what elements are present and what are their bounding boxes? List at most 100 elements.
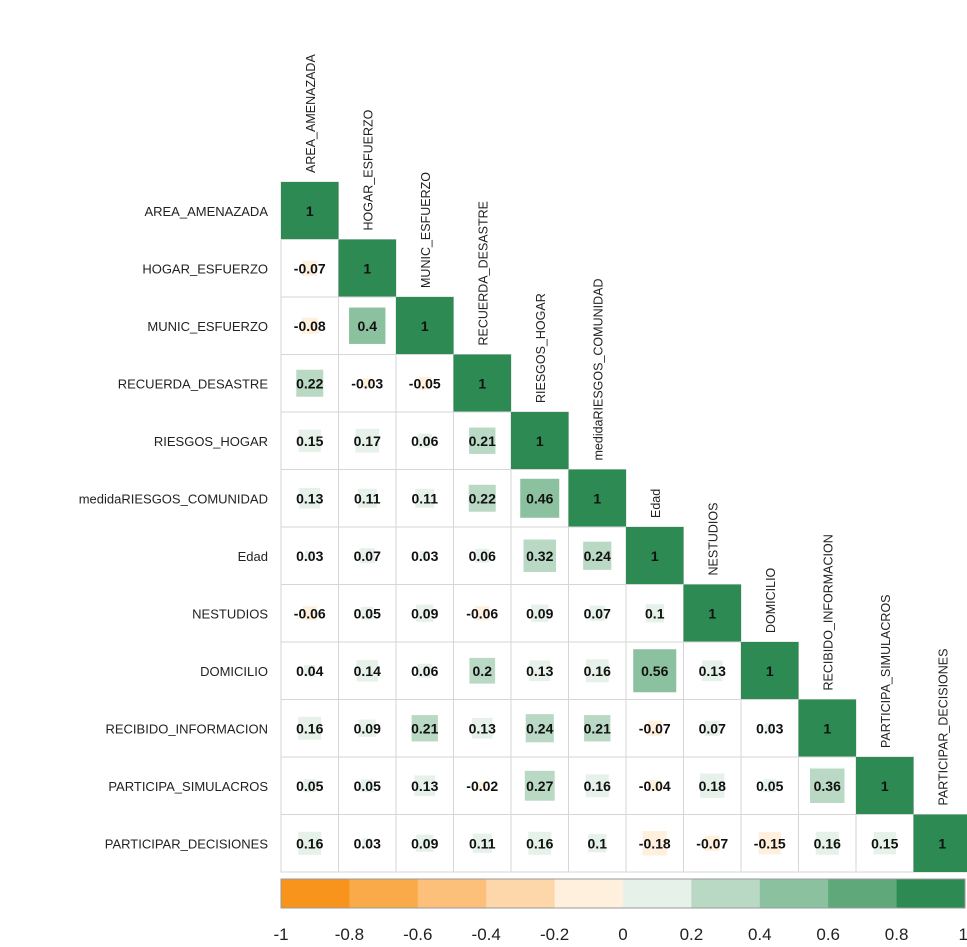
- column-label: AREA_AMENAZADA: [304, 54, 318, 173]
- row-labels: AREA_AMENAZADA HOGAR_ESFUERZO MUNIC_ESFUER…: [79, 204, 269, 852]
- cell-square: [472, 833, 492, 853]
- cell-value: 1: [478, 375, 486, 391]
- cell-value: 0.24: [526, 720, 553, 736]
- cell-value: 0.27: [526, 778, 553, 794]
- cell-value: 0.16: [296, 720, 323, 736]
- cell-value: 0.03: [296, 548, 323, 564]
- cell-square: [362, 838, 373, 849]
- row-label: AREA_AMENAZADA: [144, 204, 268, 219]
- cell-square: [416, 604, 434, 622]
- cell-square: [583, 541, 612, 570]
- row-label: HOGAR_ESFUERZO: [142, 261, 268, 276]
- cell-value: 0.16: [526, 835, 553, 851]
- legend-tick-label: -0.8: [335, 925, 364, 944]
- cell-value: 0.2: [473, 663, 493, 679]
- cell-value: 1: [593, 490, 601, 506]
- cell-square: [626, 527, 684, 585]
- cell-square: [281, 182, 339, 240]
- row-label: medidaRIESGOS_COMUNIDAD: [79, 491, 268, 506]
- cell-square: [856, 757, 914, 815]
- row-label: NESTUDIOS: [192, 606, 268, 621]
- cell-square: [358, 719, 376, 737]
- cell-value: -0.18: [639, 835, 671, 851]
- cell-square: [359, 548, 375, 564]
- cell-square: [302, 606, 317, 621]
- cell-square: [417, 433, 432, 448]
- legend-tick-label: 0.8: [885, 925, 909, 944]
- cell-border: [625, 756, 684, 815]
- cell-value: 0.05: [756, 778, 783, 794]
- cell-value: -0.07: [294, 260, 326, 276]
- column-label: HOGAR_ESFUERZO: [361, 109, 375, 230]
- column-label: RECIBIDO_INFORMACION: [821, 534, 835, 690]
- row-label: PARTICIPA_SIMULACROS: [108, 779, 268, 794]
- cell-value: 0.56: [641, 663, 668, 679]
- cell-value: 0.1: [588, 835, 608, 851]
- cell-value: 1: [306, 203, 314, 219]
- cell-value: -0.04: [639, 778, 671, 794]
- cell-square: [417, 663, 432, 678]
- cell-square: [411, 715, 438, 742]
- cell-square: [642, 831, 667, 856]
- row-label: RIESGOS_HOGAR: [154, 434, 268, 449]
- cell-value: 0.22: [296, 375, 323, 391]
- cell-value: 1: [938, 835, 946, 851]
- cell-value: 0.16: [814, 835, 841, 851]
- legend-tick-label: -0.2: [540, 925, 569, 944]
- legend-tick-label: 0.4: [748, 925, 772, 944]
- cell-value: 0.05: [296, 778, 323, 794]
- cell-value: 0.09: [411, 605, 438, 621]
- cell-square: [585, 774, 609, 798]
- cell-square: [418, 376, 432, 390]
- legend-swatch: [759, 879, 829, 908]
- cell-square: [647, 720, 663, 736]
- cell-square: [585, 659, 609, 683]
- heatmap-values: 1 -0.07 1 -0.08 0.4 1 0.22 -0.03 -0.05 1 0.15 0.17 0…: [294, 203, 947, 852]
- cell-square: [304, 665, 316, 677]
- cell-square: [469, 657, 496, 684]
- cell-square: [520, 478, 560, 518]
- cell-value: 0.07: [584, 605, 611, 621]
- cell-square: [360, 779, 374, 793]
- legend-tick-label: -0.6: [403, 925, 432, 944]
- cell-value: 0.1: [645, 605, 665, 621]
- cell-square: [349, 307, 386, 344]
- cell-square: [528, 831, 552, 855]
- cell-square: [475, 606, 490, 621]
- legend-tick-label: 0.2: [680, 925, 704, 944]
- cell-square: [362, 378, 373, 389]
- cell-value: -0.05: [409, 375, 441, 391]
- cell-value: 0.06: [469, 548, 496, 564]
- cell-value: 0.15: [871, 835, 898, 851]
- cell-value: 0.03: [411, 548, 438, 564]
- column-label: NESTUDIOS: [706, 503, 720, 576]
- cell-value: 0.22: [469, 490, 496, 506]
- cell-square: [475, 548, 490, 563]
- cell-value: 0.05: [354, 605, 381, 621]
- cell-square: [763, 779, 777, 793]
- legend-tick-label: 0.6: [816, 925, 840, 944]
- cell-square: [478, 781, 487, 790]
- cell-value: 0.09: [411, 835, 438, 851]
- cell-value: -0.06: [294, 605, 326, 621]
- cell-value: 0.4: [358, 318, 378, 334]
- cell-value: 0.09: [354, 720, 381, 736]
- cell-square: [469, 427, 496, 454]
- cell-value: 0.13: [526, 663, 553, 679]
- legend-frame: [280, 878, 966, 909]
- cell-value: -0.03: [351, 375, 383, 391]
- cell-square: [701, 660, 723, 682]
- column-label: MUNIC_ESFUERZO: [419, 172, 433, 288]
- cell-square: [356, 659, 379, 682]
- cell-square: [588, 834, 607, 853]
- legend-swatch: [486, 879, 556, 908]
- cell-square: [529, 660, 551, 682]
- cell-square: [419, 550, 430, 561]
- cell-border: [338, 526, 397, 585]
- legend-tick-label: -0.4: [472, 925, 501, 944]
- cell-square: [810, 768, 845, 803]
- cell-square: [296, 369, 324, 397]
- cell-square: [683, 584, 741, 642]
- column-label: RECUERDA_DESASTRE: [476, 201, 490, 345]
